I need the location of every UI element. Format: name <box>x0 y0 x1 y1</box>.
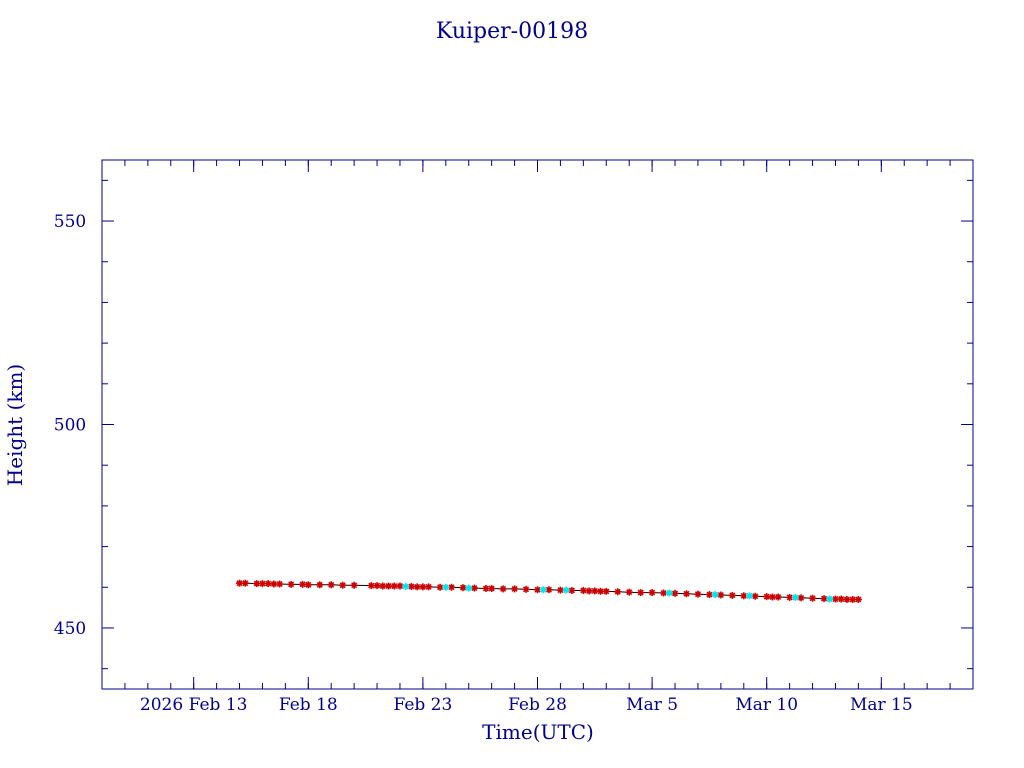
data-point-cyan <box>791 593 799 601</box>
data-point-red <box>522 585 530 593</box>
data-point-red <box>379 582 387 590</box>
data-point-cyan <box>539 586 547 594</box>
data-point-red <box>385 582 393 590</box>
data-marks <box>236 579 862 603</box>
y-tick-label: 550 <box>54 212 86 232</box>
data-point-red <box>339 581 347 589</box>
data-point-red <box>316 581 324 589</box>
x-tick-label: Mar 15 <box>850 695 913 715</box>
data-point-cyan <box>665 589 673 597</box>
data-point-cyan <box>562 586 570 594</box>
y-tick-label: 500 <box>54 416 86 436</box>
data-point-red <box>717 591 725 599</box>
data-point-red <box>327 581 335 589</box>
data-point-cyan <box>826 595 834 603</box>
x-tick-label: 2026 Feb 13 <box>140 695 248 715</box>
axes <box>101 159 974 690</box>
x-tick-label: Mar 5 <box>626 695 678 715</box>
data-point-red <box>682 590 690 598</box>
data-point-red <box>425 583 433 591</box>
data-point-red <box>511 585 519 593</box>
data-point-red <box>728 591 736 599</box>
data-point-red <box>304 581 312 589</box>
data-point-red <box>637 589 645 597</box>
x-tick-label: Feb 28 <box>508 695 567 715</box>
x-tick-label: Feb 18 <box>279 695 338 715</box>
data-point-red <box>694 590 702 598</box>
data-point-red <box>843 595 851 603</box>
data-point-cyan <box>711 591 719 599</box>
data-point-red <box>350 581 358 589</box>
y-tick-label: 450 <box>54 619 86 639</box>
data-point-cyan <box>402 582 410 590</box>
data-point-cyan <box>746 592 754 600</box>
data-point-cyan <box>442 583 450 591</box>
chart-title: Kuiper-00198 <box>436 19 588 44</box>
data-point-red <box>602 587 610 595</box>
data-point-red <box>854 595 862 603</box>
data-point-red <box>488 584 496 592</box>
x-tick-label: Feb 23 <box>393 695 452 715</box>
x-axis-label: Time(UTC) <box>482 720 594 744</box>
data-point-red <box>499 585 507 593</box>
data-point-red <box>625 588 633 596</box>
data-point-red <box>236 579 244 587</box>
data-point-red <box>648 589 656 597</box>
data-point-red <box>367 582 375 590</box>
x-tick-label: Mar 10 <box>735 695 798 715</box>
data-point-cyan <box>465 584 473 592</box>
data-point-red <box>390 582 398 590</box>
data-point-red <box>837 595 845 603</box>
plot-frame <box>101 159 974 690</box>
data-point-red <box>579 587 587 595</box>
data-point-red <box>253 580 261 588</box>
data-point-red <box>241 579 249 587</box>
data-point-red <box>276 580 284 588</box>
y-axis-label: Height (km) <box>3 364 27 486</box>
data-point-red <box>763 593 771 601</box>
data-point-red <box>614 588 622 596</box>
data-point-red <box>287 580 295 588</box>
data-point-red <box>774 593 782 601</box>
data-point-red <box>809 594 817 602</box>
ticks: 2026 Feb 13 Feb 18 Feb 23 Feb 28 Mar 5 Mar 10… <box>54 160 974 715</box>
